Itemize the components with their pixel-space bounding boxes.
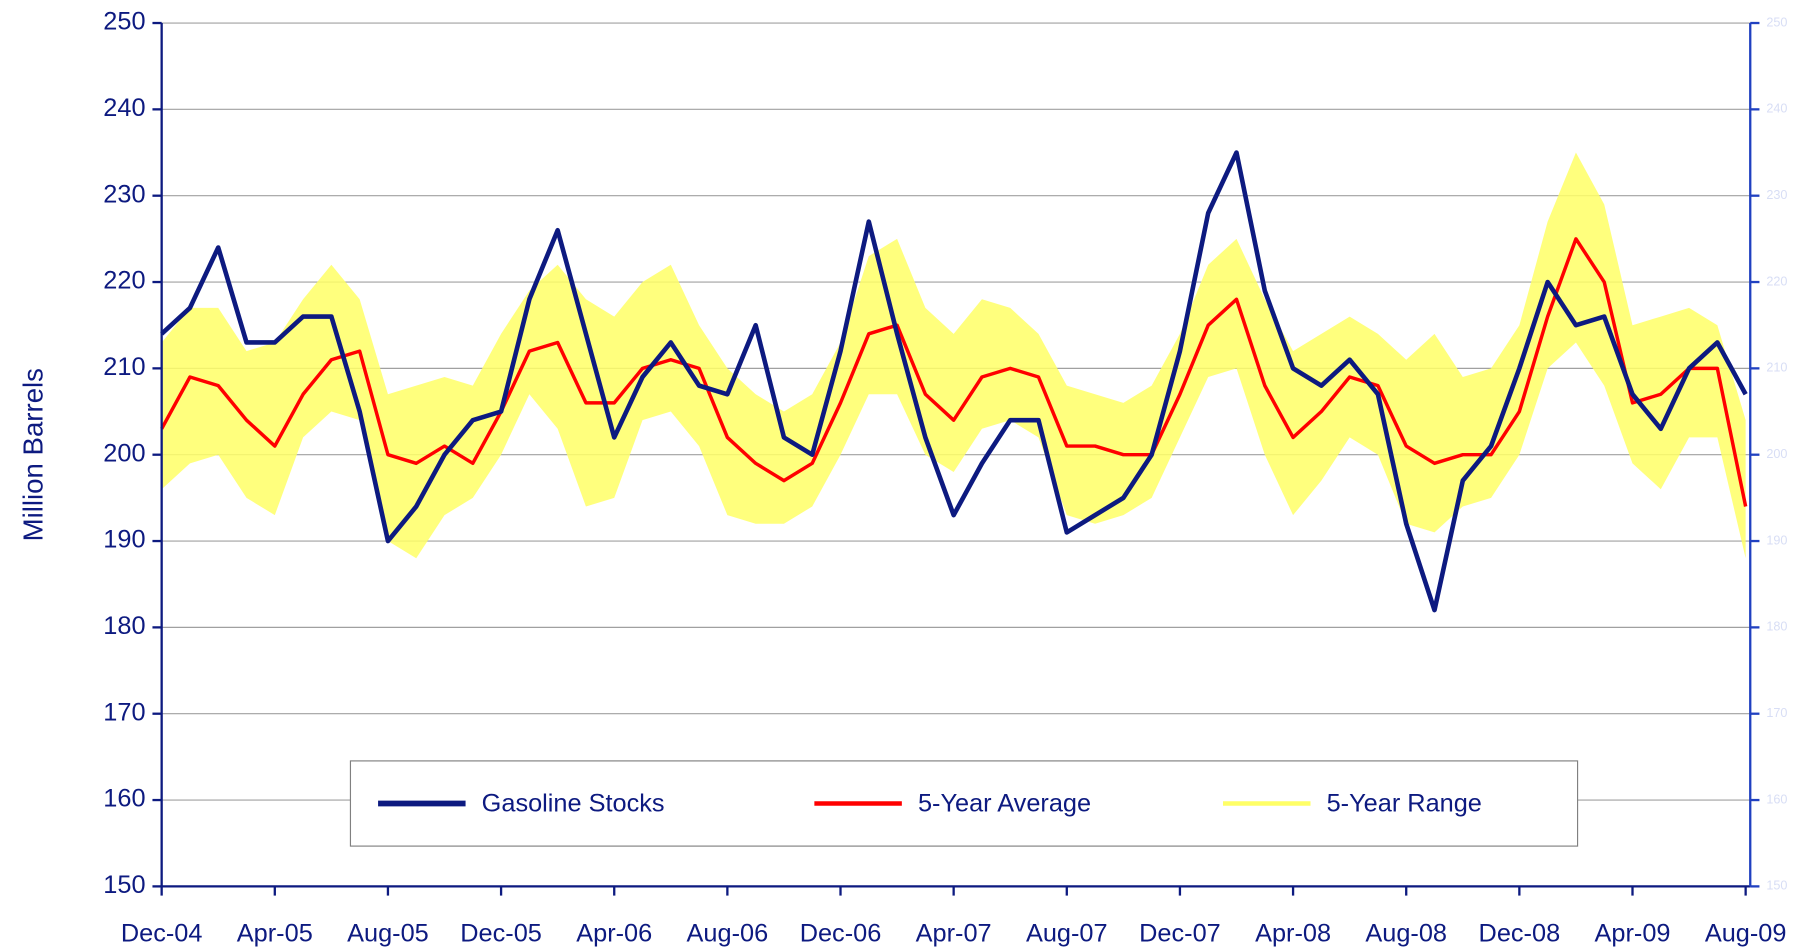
y-tick-label: 180: [103, 612, 145, 640]
x-tick-label: Aug-06: [687, 919, 769, 947]
y2-tick-label: 160: [1766, 792, 1787, 806]
y2-tick-label: 200: [1766, 447, 1787, 461]
line: [160, 150, 1748, 613]
y-tick-label: 240: [103, 94, 145, 122]
y2-tick-label: 190: [1766, 533, 1787, 547]
y2-tick-label: 150: [1766, 879, 1787, 893]
x-tick-label: Aug-09: [1705, 919, 1787, 947]
x-tick-label: Dec-07: [1139, 919, 1221, 947]
y-tick-label: 150: [103, 871, 145, 899]
x-tick-label: Dec-05: [460, 919, 542, 947]
x-tick-label: Dec-08: [1479, 919, 1561, 947]
legend-box: [349, 760, 1579, 847]
x-tick-label: Aug-08: [1365, 919, 1447, 947]
x-tick-label: Apr-08: [1255, 919, 1331, 947]
y-tick-label: 230: [103, 180, 145, 208]
x-tick-label: Apr-05: [237, 919, 313, 947]
y-tick-label: 160: [103, 785, 145, 813]
y2-tick-label: 250: [1766, 15, 1787, 29]
legend-label: 5-Year Range: [1327, 789, 1482, 817]
y2-tick-label: 220: [1766, 274, 1787, 288]
x-tick-label: Apr-07: [916, 919, 992, 947]
y-tick-label: 190: [103, 526, 145, 554]
y-tick-label: 200: [103, 439, 145, 467]
y-tick-label: 170: [103, 698, 145, 726]
x-tick-label: Aug-07: [1026, 919, 1108, 947]
y-axis-label: Million Barrels: [17, 368, 48, 541]
y-tick-label: 250: [103, 8, 145, 36]
y2-tick-label: 230: [1766, 188, 1787, 202]
y2-tick-label: 240: [1766, 102, 1787, 116]
y2-tick-label: 210: [1766, 361, 1787, 375]
legend-label: Gasoline Stocks: [482, 789, 665, 817]
y-tick-label: 210: [103, 353, 145, 381]
legend-label: 5-Year Average: [918, 789, 1091, 817]
y2-tick-label: 180: [1766, 620, 1787, 634]
range-band: [161, 152, 1746, 559]
x-tick-label: Apr-09: [1595, 919, 1671, 947]
x-tick-label: Dec-04: [121, 919, 203, 947]
y-tick-label: 220: [103, 267, 145, 295]
x-tick-label: Dec-06: [800, 919, 882, 947]
y2-tick-label: 170: [1766, 706, 1787, 720]
x-tick-label: Aug-05: [347, 919, 429, 947]
x-tick-label: Apr-06: [576, 919, 652, 947]
